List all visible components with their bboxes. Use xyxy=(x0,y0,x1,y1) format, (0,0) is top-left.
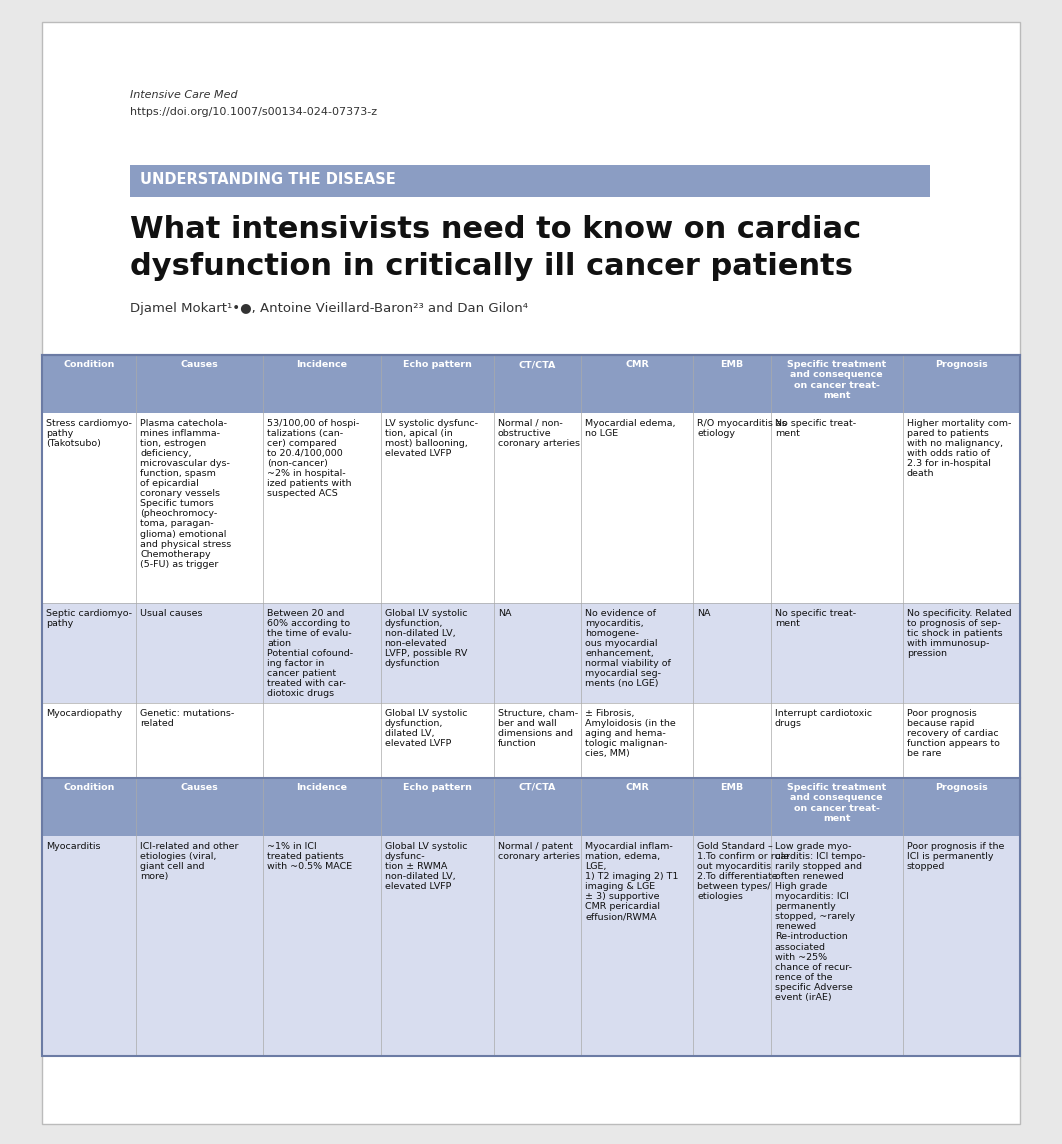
Text: UNDERSTANDING THE DISEASE: UNDERSTANDING THE DISEASE xyxy=(140,172,396,186)
Text: CMR: CMR xyxy=(626,360,649,370)
Text: Plasma catechola-
mines inflamma-
tion, estrogen
deficiency,
microvascular dys-
: Plasma catechola- mines inflamma- tion, … xyxy=(140,419,232,569)
Text: EMB: EMB xyxy=(720,782,743,792)
Text: R/O myocarditis as
etiology: R/O myocarditis as etiology xyxy=(698,419,787,438)
Text: Djamel Mokart¹•●, Antoine Vieillard-Baron²³ and Dan Gilon⁴: Djamel Mokart¹•●, Antoine Vieillard-Baro… xyxy=(130,302,528,315)
Text: Intensive Care Med: Intensive Care Med xyxy=(130,90,238,100)
Text: Condition: Condition xyxy=(64,360,115,370)
Bar xyxy=(42,355,1020,1056)
Text: Low grade myo-
carditis: ICI tempo-
rarily stopped and
often renewed
High grade
: Low grade myo- carditis: ICI tempo- rari… xyxy=(775,842,866,1002)
Text: Normal / patent
coronary arteries: Normal / patent coronary arteries xyxy=(498,842,580,861)
Bar xyxy=(42,778,1020,836)
Text: ICI-related and other
etiologies (viral,
giant cell and
more): ICI-related and other etiologies (viral,… xyxy=(140,842,239,881)
Bar xyxy=(42,355,1020,413)
Text: https://doi.org/10.1007/s00134-024-07373-z: https://doi.org/10.1007/s00134-024-07373… xyxy=(130,108,377,117)
Text: Condition: Condition xyxy=(64,782,115,792)
Text: No specific treat-
ment: No specific treat- ment xyxy=(775,419,856,438)
Text: LV systolic dysfunc-
tion, apical (in
most) ballooning,
elevated LVFP: LV systolic dysfunc- tion, apical (in mo… xyxy=(384,419,478,458)
Text: Incidence: Incidence xyxy=(296,360,347,370)
Text: dysfunction in critically ill cancer patients: dysfunction in critically ill cancer pat… xyxy=(130,252,853,281)
Text: Global LV systolic
dysfunction,
non-dilated LV,
non-elevated
LVFP, possible RV
d: Global LV systolic dysfunction, non-dila… xyxy=(384,609,467,668)
Text: No specificity. Related
to prognosis of sep-
tic shock in patients
with immunosu: No specificity. Related to prognosis of … xyxy=(907,609,1011,658)
Text: CT/CTA: CT/CTA xyxy=(518,782,556,792)
Text: No specific treat-
ment: No specific treat- ment xyxy=(775,609,856,628)
Text: Causes: Causes xyxy=(181,782,219,792)
Text: Specific treatment
and consequence
on cancer treat-
ment: Specific treatment and consequence on ca… xyxy=(787,782,887,824)
Text: Causes: Causes xyxy=(181,360,219,370)
Text: Prognosis: Prognosis xyxy=(935,782,988,792)
Text: Poor prognosis
because rapid
recovery of cardiac
function appears to
be rare: Poor prognosis because rapid recovery of… xyxy=(907,709,999,758)
Text: Structure, cham-
ber and wall
dimensions and
function: Structure, cham- ber and wall dimensions… xyxy=(498,709,578,748)
Text: No evidence of
myocarditis,
homogene-
ous myocardial
enhancement,
normal viabili: No evidence of myocarditis, homogene- ou… xyxy=(585,609,671,689)
Text: Stress cardiomyo-
pathy
(Takotsubo): Stress cardiomyo- pathy (Takotsubo) xyxy=(46,419,132,448)
Text: Higher mortality com-
pared to patients
with no malignancy,
with odds ratio of
2: Higher mortality com- pared to patients … xyxy=(907,419,1011,478)
Text: Incidence: Incidence xyxy=(296,782,347,792)
Text: Specific treatment
and consequence
on cancer treat-
ment: Specific treatment and consequence on ca… xyxy=(787,360,887,400)
Text: Myocardial inflam-
mation, edema,
LGE,
1) T2 imaging 2) T1
imaging & LGE
± 3) su: Myocardial inflam- mation, edema, LGE, 1… xyxy=(585,842,679,921)
Text: CMR: CMR xyxy=(626,782,649,792)
Text: Myocardial edema,
no LGE: Myocardial edema, no LGE xyxy=(585,419,675,438)
Text: Global LV systolic
dysfunc-
tion ± RWMA
non-dilated LV,
elevated LVFP: Global LV systolic dysfunc- tion ± RWMA … xyxy=(384,842,467,891)
Text: Myocardiopathy: Myocardiopathy xyxy=(46,709,122,718)
Text: What intensivists need to know on cardiac: What intensivists need to know on cardia… xyxy=(130,215,861,244)
Bar xyxy=(42,836,1020,1056)
Bar xyxy=(42,413,1020,603)
Text: Between 20 and
60% according to
the time of evalu-
ation
Potential cofound-
ing : Between 20 and 60% according to the time… xyxy=(268,609,354,698)
Text: ± Fibrosis,
Amyloidosis (in the
aging and hema-
tologic malignan-
cies, MM): ± Fibrosis, Amyloidosis (in the aging an… xyxy=(585,709,675,758)
Text: Myocarditis: Myocarditis xyxy=(46,842,101,851)
Text: CT/CTA: CT/CTA xyxy=(518,360,556,370)
Text: NA: NA xyxy=(498,609,511,618)
Bar xyxy=(42,603,1020,704)
Text: EMB: EMB xyxy=(720,360,743,370)
Bar xyxy=(130,165,930,197)
Text: Genetic: mutations-
related: Genetic: mutations- related xyxy=(140,709,235,728)
Text: Echo pattern: Echo pattern xyxy=(402,360,472,370)
Text: 53/100,00 of hospi-
talizations (can-
cer) compared
to 20.4/100,000
(non-cancer): 53/100,00 of hospi- talizations (can- ce… xyxy=(268,419,360,499)
Text: Normal / non-
obstructive
coronary arteries: Normal / non- obstructive coronary arter… xyxy=(498,419,580,448)
Text: ~1% in ICI
treated patients
with ~0.5% MACE: ~1% in ICI treated patients with ~0.5% M… xyxy=(268,842,353,871)
Text: NA: NA xyxy=(698,609,710,618)
Bar xyxy=(42,704,1020,778)
Text: Usual causes: Usual causes xyxy=(140,609,203,618)
Text: Echo pattern: Echo pattern xyxy=(402,782,472,792)
Text: Interrupt cardiotoxic
drugs: Interrupt cardiotoxic drugs xyxy=(775,709,872,728)
Text: Gold Standard –
1.To confirm or rule
out myocarditis
2.To differentiate
between : Gold Standard – 1.To confirm or rule out… xyxy=(698,842,789,901)
Text: Septic cardiomyo-
pathy: Septic cardiomyo- pathy xyxy=(46,609,132,628)
Text: Global LV systolic
dysfunction,
dilated LV,
elevated LVFP: Global LV systolic dysfunction, dilated … xyxy=(384,709,467,748)
Text: Prognosis: Prognosis xyxy=(935,360,988,370)
Text: Poor prognosis if the
ICI is permanently
stopped: Poor prognosis if the ICI is permanently… xyxy=(907,842,1005,871)
